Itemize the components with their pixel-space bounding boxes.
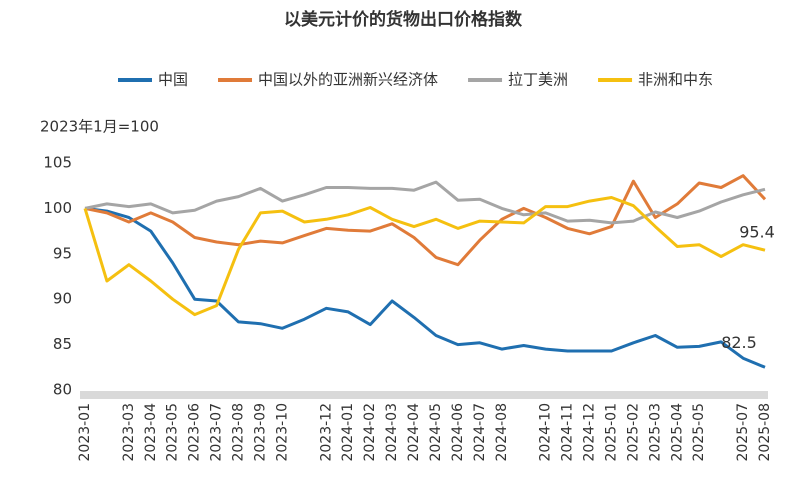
series-line: [84, 174, 767, 267]
x-tick-label: 2024-03: [384, 403, 400, 462]
x-tick-label: 2023-06: [187, 403, 203, 462]
x-tick-label: 2023-01: [77, 403, 93, 462]
x-tick-label: 2025-04: [669, 403, 685, 462]
x-tick-label: 2024-08: [494, 403, 510, 462]
legend-label: 中国: [158, 71, 188, 89]
data-label: 95.4: [739, 223, 775, 242]
chart-title: 以美元计价的货物出口价格指数: [284, 9, 523, 30]
x-tick-label: 2025-03: [647, 403, 663, 462]
x-tick-label: 2024-10: [538, 403, 554, 462]
x-tick-label: 2023-04: [143, 403, 159, 462]
x-tick-label: 2024-06: [450, 403, 466, 462]
x-tick-label: 2025-05: [691, 403, 707, 462]
x-tick-label: 2025-01: [603, 403, 619, 462]
series-line: [83, 196, 766, 317]
x-tick-label: 2023-10: [274, 403, 290, 462]
x-tick-label: 2023-12: [318, 403, 334, 462]
x-tick-label: 2023-05: [165, 403, 181, 462]
y-tick-label: 80: [53, 381, 72, 399]
x-tick-label: 2024-04: [406, 403, 422, 462]
x-tick-label: 2024-05: [428, 403, 444, 462]
y-tick-label: 105: [43, 154, 72, 172]
x-tick-label: 2025-07: [735, 403, 751, 462]
x-tick-label: 2024-07: [472, 403, 488, 462]
x-axis-band: [80, 391, 768, 399]
x-tick-label: 2023-08: [231, 403, 247, 462]
y-tick-label: 95: [53, 244, 72, 262]
series-line: [84, 206, 766, 369]
x-tick-label: 2023-03: [121, 403, 137, 462]
x-tick-label: 2024-02: [362, 403, 378, 462]
legend-label: 拉丁美洲: [508, 71, 568, 89]
data-label: 82.5: [721, 333, 757, 352]
series-line: [84, 180, 766, 225]
x-tick-label: 2024-01: [340, 403, 356, 462]
y-tick-label: 85: [53, 335, 72, 353]
x-tick-label: 2025-02: [625, 403, 641, 462]
x-tick-label: 2024-11: [560, 403, 576, 462]
x-tick-label: 2023-07: [209, 403, 225, 462]
x-tick-label: 2025-08: [757, 403, 773, 462]
x-tick-label: 2024-12: [582, 403, 598, 462]
x-tick-label: 2023-09: [252, 403, 268, 462]
legend-label: 非洲和中东: [638, 71, 713, 89]
y-axis-label: 2023年1月=100: [40, 118, 159, 136]
y-tick-label: 100: [43, 199, 72, 217]
legend-label: 中国以外的亚洲新兴经济体: [258, 71, 438, 89]
y-tick-label: 90: [53, 290, 72, 308]
